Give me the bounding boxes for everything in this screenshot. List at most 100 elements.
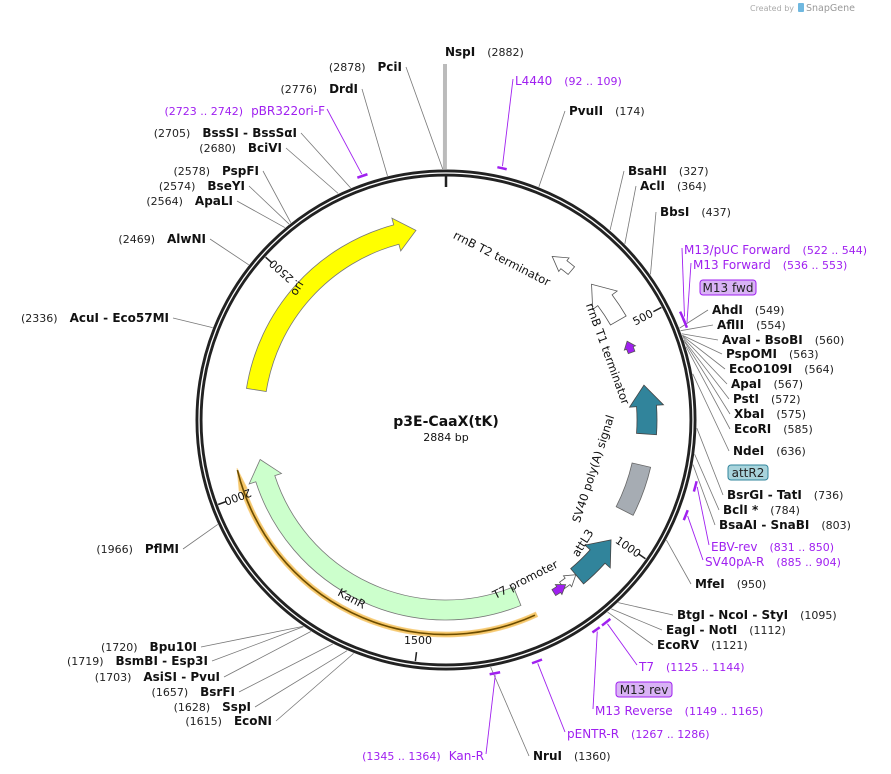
kanr-arrow[interactable] bbox=[248, 458, 522, 621]
enzyme-site-label[interactable]: PspOMI (563) bbox=[726, 347, 819, 361]
enzyme-site-label[interactable]: PstI (572) bbox=[733, 392, 801, 406]
primer-name: pBR322ori-F bbox=[251, 104, 325, 118]
watermark-brand: SnapGene bbox=[806, 3, 855, 14]
enzyme-site-label[interactable]: (1720) Bpu10I bbox=[101, 640, 197, 654]
m13-rev-box[interactable] bbox=[615, 681, 673, 698]
enzyme-position: (327) bbox=[679, 165, 709, 178]
enzyme-position: (1095) bbox=[800, 609, 837, 622]
enzyme-site-label[interactable]: (1719) BsmBI - Esp3I bbox=[67, 654, 208, 668]
enzyme-leader-line bbox=[236, 200, 286, 228]
enzyme-name: EcoRI bbox=[734, 422, 771, 436]
enzyme-position: (437) bbox=[701, 206, 731, 219]
enzyme-site-label[interactable]: NspI (2882) bbox=[445, 45, 524, 59]
primer-label[interactable]: pENTR-R (1267 .. 1286) bbox=[567, 727, 710, 741]
enzyme-name: XbaI bbox=[734, 407, 764, 421]
plasmid-backbone bbox=[195, 169, 697, 671]
primer-label[interactable]: L4440 (92 .. 109) bbox=[515, 74, 622, 88]
enzyme-site-label[interactable]: BclI * (784) bbox=[723, 503, 800, 517]
enzyme-position: (572) bbox=[771, 393, 801, 406]
attr2-arrow[interactable] bbox=[628, 384, 665, 436]
enzyme-site-label[interactable]: (2574) BseYI bbox=[159, 179, 245, 193]
primer-label[interactable]: M13/pUC Forward (522 .. 544) bbox=[684, 243, 867, 257]
enzyme-site-label[interactable]: (2705) BssSI - BssSαI bbox=[154, 126, 297, 140]
enzyme-site-label[interactable]: (2776) DrdI bbox=[280, 82, 358, 96]
primer-mark[interactable] bbox=[601, 617, 612, 627]
rrnb-t1-terminator-arrow[interactable] bbox=[591, 283, 627, 326]
enzyme-position: (585) bbox=[783, 423, 813, 436]
enzyme-site-label[interactable]: PvuII (174) bbox=[569, 104, 645, 118]
enzyme-site-label[interactable]: ApaI (567) bbox=[731, 377, 803, 391]
enzyme-leader-line bbox=[285, 147, 339, 194]
kanr-promoter-highlight[interactable] bbox=[236, 468, 539, 638]
enzyme-site-label[interactable]: AvaI - BsoBI (560) bbox=[722, 333, 844, 347]
enzyme-position: (2776) bbox=[280, 83, 317, 96]
enzyme-site-label[interactable]: (1966) PflMI bbox=[96, 542, 179, 556]
enzyme-position: (1966) bbox=[96, 543, 133, 556]
enzyme-site-label[interactable]: EcoO109I (564) bbox=[729, 362, 834, 376]
primer-label[interactable]: (1345 .. 1364) Kan-R bbox=[362, 749, 484, 763]
enzyme-leader-line bbox=[275, 653, 354, 722]
enzyme-name: BtgI - NcoI - StyI bbox=[677, 608, 788, 622]
enzyme-site-label[interactable]: (1628) SspI bbox=[174, 700, 251, 714]
enzyme-site-label[interactable]: AclI (364) bbox=[640, 179, 707, 193]
enzyme-position: (1628) bbox=[174, 701, 211, 714]
enzyme-site-label[interactable]: (2578) PspFI bbox=[173, 164, 259, 178]
primer-label[interactable]: EBV-rev (831 .. 850) bbox=[711, 540, 834, 554]
primer-mark[interactable] bbox=[356, 173, 368, 179]
enzyme-site-label[interactable]: EcoRV (1121) bbox=[657, 638, 748, 652]
enzyme-site-label[interactable]: (2878) PciI bbox=[329, 60, 402, 74]
primer-label[interactable]: (2723 .. 2742) pBR322ori-F bbox=[165, 104, 326, 118]
enzyme-site-label[interactable]: (2564) ApaLI bbox=[146, 194, 233, 208]
enzyme-position: (2578) bbox=[173, 165, 210, 178]
rrnb-t2-terminator-arrow[interactable] bbox=[551, 256, 576, 276]
primer-mark[interactable] bbox=[497, 165, 507, 171]
enzyme-site-label[interactable]: EagI - NotI (1112) bbox=[666, 623, 786, 637]
enzyme-site-label[interactable]: BsaHI (327) bbox=[628, 164, 709, 178]
primer-mark[interactable] bbox=[531, 658, 543, 665]
enzyme-site-label[interactable]: BsaAI - SnaBI (803) bbox=[719, 518, 851, 532]
enzyme-site-label[interactable]: (1703) AsiSI - PvuI bbox=[95, 670, 220, 684]
enzyme-leader-line bbox=[490, 666, 530, 757]
enzyme-site-label[interactable]: EcoRI (585) bbox=[734, 422, 813, 436]
primer-label[interactable]: M13 Reverse (1149 .. 1165) bbox=[595, 704, 763, 718]
primer-range: (1345 .. 1364) bbox=[362, 750, 441, 763]
enzyme-name: BsmBI - Esp3I bbox=[116, 654, 208, 668]
primer-label[interactable]: T7 (1125 .. 1144) bbox=[638, 660, 745, 674]
enzyme-site-label[interactable]: (2336) AcuI - Eco57MI bbox=[21, 311, 169, 325]
attl3-arrow[interactable] bbox=[570, 539, 612, 585]
enzyme-site-label[interactable]: NdeI (636) bbox=[733, 444, 806, 458]
primer-mark[interactable] bbox=[591, 626, 601, 634]
enzyme-leader-line bbox=[300, 132, 351, 189]
enzyme-site-label[interactable]: BtgI - NcoI - StyI (1095) bbox=[677, 608, 837, 622]
enzyme-site-label[interactable]: AflII (554) bbox=[717, 318, 786, 332]
enzyme-leader-line bbox=[682, 334, 723, 355]
enzyme-name: PspFI bbox=[222, 164, 259, 178]
enzyme-site-label[interactable]: (1615) EcoNI bbox=[185, 714, 272, 728]
attr2-box[interactable] bbox=[727, 464, 769, 481]
enzyme-site-label[interactable]: NruI (1360) bbox=[533, 749, 611, 763]
enzyme-site-label[interactable]: (2680) BciVI bbox=[199, 141, 282, 155]
primer-mark[interactable] bbox=[682, 318, 689, 329]
enzyme-site-label[interactable]: BbsI (437) bbox=[660, 205, 731, 219]
enzyme-name: AlwNI bbox=[167, 232, 206, 246]
primer-binding-arrow[interactable] bbox=[623, 340, 637, 355]
enzyme-leader-line bbox=[684, 341, 731, 415]
primer-label[interactable]: M13 Forward (536 .. 553) bbox=[693, 258, 847, 272]
ori-arrow[interactable] bbox=[246, 217, 417, 392]
enzyme-position: (950) bbox=[737, 578, 767, 591]
t7-primer-arrow[interactable] bbox=[551, 584, 567, 597]
primer-mark[interactable] bbox=[682, 509, 689, 521]
enzyme-leader-line bbox=[679, 309, 709, 329]
primer-label[interactable]: SV40pA-R (885 .. 904) bbox=[705, 555, 841, 569]
enzyme-site-label[interactable]: (2469) AlwNI bbox=[118, 232, 206, 246]
enzyme-site-label[interactable]: AhdI (549) bbox=[712, 303, 784, 317]
sv40-polya-signal-box[interactable] bbox=[615, 462, 652, 516]
enzyme-site-label[interactable]: BsrGI - TatI (736) bbox=[727, 488, 843, 502]
primer-mark[interactable] bbox=[489, 671, 501, 676]
primer-leader-line bbox=[485, 675, 496, 755]
m13-fwd-box[interactable] bbox=[699, 279, 757, 296]
primer-mark[interactable] bbox=[692, 480, 698, 492]
enzyme-site-label[interactable]: (1657) BsrFI bbox=[152, 685, 235, 699]
enzyme-site-label[interactable]: XbaI (575) bbox=[734, 407, 806, 421]
enzyme-site-label[interactable]: MfeI (950) bbox=[695, 577, 766, 591]
